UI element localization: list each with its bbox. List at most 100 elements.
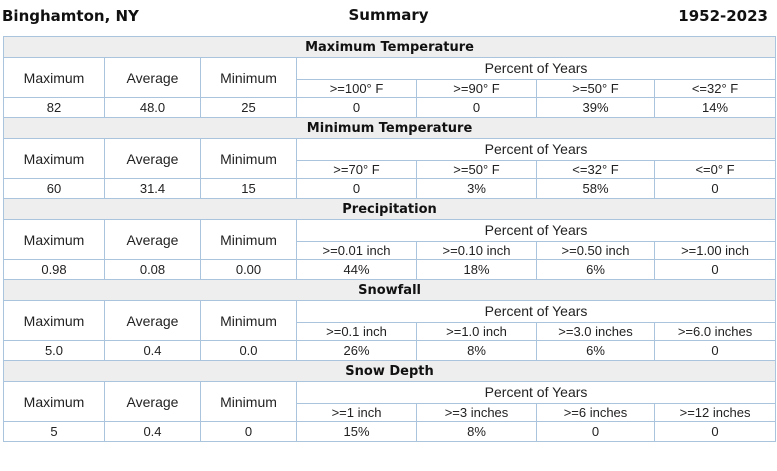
minimum-label: Minimum xyxy=(200,138,297,179)
section-minimum-temperature-values-row: 60 31.4 15 0 3% 58% 0 xyxy=(3,178,777,199)
percent-value: 14% xyxy=(653,97,777,118)
average-label: Average xyxy=(104,300,201,341)
minimum-value: 0 xyxy=(200,421,297,442)
percent-value: 18% xyxy=(416,259,537,280)
percent-value: 6% xyxy=(536,340,655,361)
percent-of-years-label: Percent of Years xyxy=(295,219,777,242)
minimum-label: Minimum xyxy=(200,381,297,422)
threshold-label: >=100° F xyxy=(296,78,417,99)
threshold-label: >=1.0 inch xyxy=(416,321,537,342)
percent-value: 0 xyxy=(536,421,655,442)
threshold-label: <=32° F xyxy=(536,159,655,180)
average-value: 0.4 xyxy=(104,421,201,442)
section-minimum-temperature-header-row: Maximum Average Minimum Percent of Years xyxy=(3,138,777,179)
location-title: Binghamton, NY xyxy=(2,7,139,25)
percent-of-years-label: Percent of Years xyxy=(295,57,777,80)
average-value: 48.0 xyxy=(104,97,201,118)
threshold-label: <=32° F xyxy=(653,78,777,99)
percent-value: 0 xyxy=(416,97,537,118)
percent-value: 39% xyxy=(536,97,655,118)
threshold-label: >=6 inches xyxy=(536,402,655,423)
section-maximum-temperature-threshold-row: >=100° F >=90° F >=50° F <=32° F xyxy=(4,78,777,99)
percent-value: 0 xyxy=(653,421,777,442)
section-snow-depth-values-row: 5 0.4 0 15% 8% 0 0 xyxy=(3,421,777,442)
minimum-value: 0.0 xyxy=(200,340,297,361)
percent-value: 0 xyxy=(296,97,417,118)
year-range: 1952-2023 xyxy=(678,7,768,25)
threshold-label: >=12 inches xyxy=(653,402,777,423)
percent-value: 8% xyxy=(416,340,537,361)
section-minimum-temperature-title-row: Minimum Temperature xyxy=(2,117,777,139)
section-snowfall-values-row: 5.0 0.4 0.0 26% 8% 6% 0 xyxy=(3,340,777,361)
percent-of-years-label: Percent of Years xyxy=(295,300,777,323)
section-snowfall-header-row: Maximum Average Minimum Percent of Years xyxy=(3,300,777,341)
section-snowfall-title-row: Snowfall xyxy=(2,279,777,301)
maximum-value: 5 xyxy=(3,421,105,442)
percent-value: 0 xyxy=(653,259,777,280)
section-minimum-temperature-threshold-row: >=70° F >=50° F <=32° F <=0° F xyxy=(4,159,777,180)
percent-value: 8% xyxy=(416,421,537,442)
section-title: Precipitation xyxy=(2,198,777,220)
section-title: Snowfall xyxy=(2,279,777,301)
threshold-label: >=50° F xyxy=(536,78,655,99)
maximum-label: Maximum xyxy=(3,138,105,179)
section-precipitation-values-row: 0.98 0.08 0.00 44% 18% 6% 0 xyxy=(3,259,777,280)
average-label: Average xyxy=(104,138,201,179)
threshold-label: >=3.0 inches xyxy=(536,321,655,342)
section-title: Snow Depth xyxy=(2,360,777,382)
threshold-label: >=1.00 inch xyxy=(653,240,777,261)
threshold-label: >=0.50 inch xyxy=(536,240,655,261)
summary-table: Maximum Temperature Maximum Average Minimum… xyxy=(2,36,777,442)
maximum-label: Maximum xyxy=(3,300,105,341)
section-snow-depth-title-row: Snow Depth xyxy=(2,360,777,382)
percent-value: 0 xyxy=(653,178,777,199)
maximum-label: Maximum xyxy=(3,381,105,422)
section-precipitation-threshold-row: >=0.01 inch >=0.10 inch >=0.50 inch >=1.00 … xyxy=(4,240,777,261)
percent-value: 58% xyxy=(536,178,655,199)
maximum-value: 60 xyxy=(3,178,105,199)
section-precipitation-header-row: Maximum Average Minimum Percent of Years xyxy=(3,219,777,260)
threshold-label: >=70° F xyxy=(296,159,417,180)
threshold-label: >=1 inch xyxy=(296,402,417,423)
section-snowfall-threshold-row: >=0.1 inch >=1.0 inch >=3.0 inches >=6.0 in… xyxy=(4,321,777,342)
section-maximum-temperature-header-row: Maximum Average Minimum Percent of Years xyxy=(3,57,777,98)
average-label: Average xyxy=(104,57,201,98)
section-maximum-temperature-values-row: 82 48.0 25 0 0 39% 14% xyxy=(3,97,777,118)
minimum-value: 15 xyxy=(200,178,297,199)
percent-value: 26% xyxy=(296,340,417,361)
maximum-label: Maximum xyxy=(3,219,105,260)
percent-value: 0 xyxy=(653,340,777,361)
threshold-label: >=0.1 inch xyxy=(296,321,417,342)
section-snow-depth-header-row: Maximum Average Minimum Percent of Years xyxy=(3,381,777,422)
section-title: Maximum Temperature xyxy=(2,36,777,58)
report-header: Binghamton, NY Summary 1952-2023 xyxy=(0,0,777,34)
threshold-label: >=0.10 inch xyxy=(416,240,537,261)
percent-value: 6% xyxy=(536,259,655,280)
average-label: Average xyxy=(104,219,201,260)
threshold-label: >=50° F xyxy=(416,159,537,180)
minimum-label: Minimum xyxy=(200,219,297,260)
section-title: Minimum Temperature xyxy=(2,117,777,139)
minimum-label: Minimum xyxy=(200,300,297,341)
minimum-label: Minimum xyxy=(200,57,297,98)
section-precipitation-title-row: Precipitation xyxy=(2,198,777,220)
maximum-value: 5.0 xyxy=(3,340,105,361)
minimum-value: 0.00 xyxy=(200,259,297,280)
threshold-label: >=3 inches xyxy=(416,402,537,423)
section-snow-depth-threshold-row: >=1 inch >=3 inches >=6 inches >=12 inches xyxy=(4,402,777,423)
minimum-value: 25 xyxy=(200,97,297,118)
maximum-value: 0.98 xyxy=(3,259,105,280)
threshold-label: >=0.01 inch xyxy=(296,240,417,261)
average-value: 0.4 xyxy=(104,340,201,361)
average-label: Average xyxy=(104,381,201,422)
percent-value: 44% xyxy=(296,259,417,280)
threshold-label: >=90° F xyxy=(416,78,537,99)
threshold-label: <=0° F xyxy=(653,159,777,180)
percent-value: 3% xyxy=(416,178,537,199)
section-maximum-temperature-title-row: Maximum Temperature xyxy=(2,36,777,58)
percent-of-years-label: Percent of Years xyxy=(295,381,777,404)
maximum-label: Maximum xyxy=(3,57,105,98)
percent-value: 15% xyxy=(296,421,417,442)
maximum-value: 82 xyxy=(3,97,105,118)
average-value: 0.08 xyxy=(104,259,201,280)
